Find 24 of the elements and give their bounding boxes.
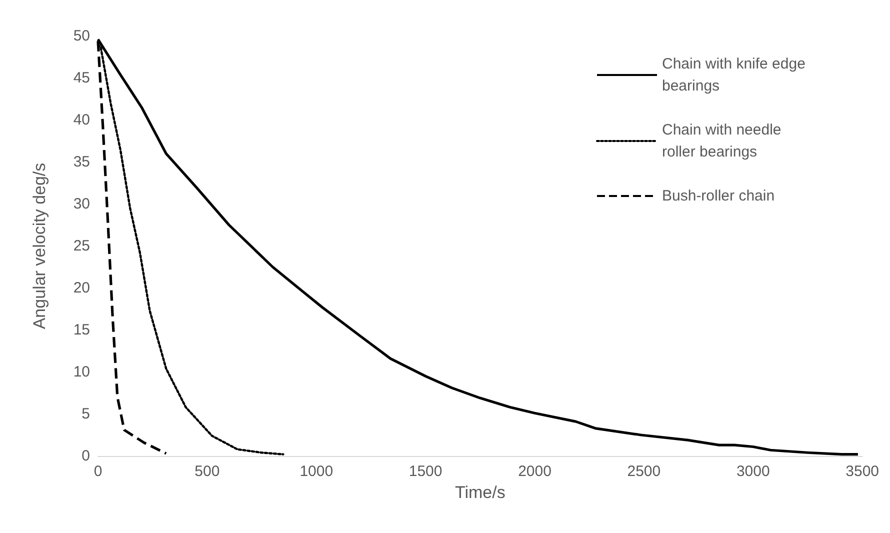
x-axis-title: Time/s [454, 482, 506, 502]
x-tick-label: 2500 [627, 463, 661, 480]
y-tick-label: 35 [73, 154, 90, 170]
y-tick-label: 15 [73, 322, 90, 338]
x-tick-label: 3000 [736, 463, 770, 480]
x-tick-label: 3500 [846, 463, 880, 480]
y-tick-label: 40 [73, 112, 90, 128]
y-tick-label: 30 [73, 196, 90, 212]
legend-label: Chain with needle roller bearings [662, 122, 786, 160]
y-tick-label: 25 [73, 238, 90, 254]
legend-label: Bush-roller chain [662, 188, 775, 204]
y-tick-label: 50 [73, 28, 90, 44]
y-tick-label: 20 [73, 280, 90, 296]
x-tick-label: 0 [94, 463, 102, 480]
y-axis-title: Angular velocity deg/s [30, 162, 49, 330]
x-tick-label: 1500 [408, 463, 442, 480]
legend-label: Chain with knife edge bearings [662, 56, 810, 94]
y-tick-label: 45 [73, 70, 90, 86]
x-tick-label: 1000 [300, 463, 334, 480]
x-tick-label: 500 [194, 463, 220, 480]
y-tick-label: 0 [82, 448, 90, 464]
y-tick-label: 10 [73, 364, 90, 380]
y-tick-label: 5 [82, 406, 90, 422]
x-tick-label: 2000 [518, 463, 552, 480]
